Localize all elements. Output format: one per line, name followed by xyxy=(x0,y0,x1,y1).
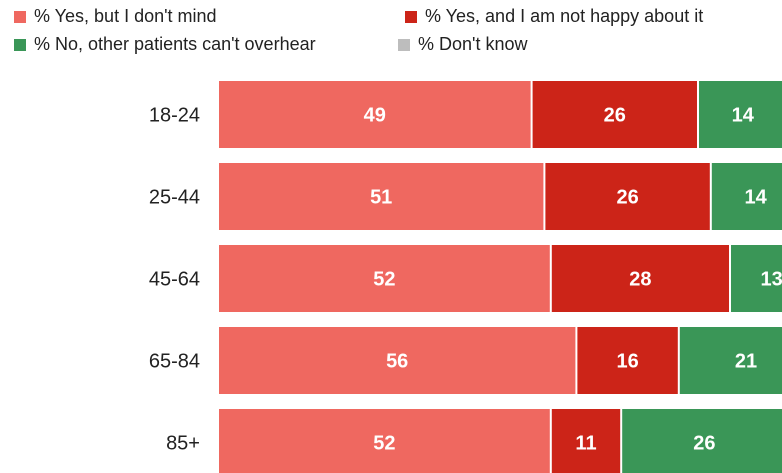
data-label: 14 xyxy=(744,187,767,209)
data-label: 14 xyxy=(732,105,755,127)
legend-item-yes-dont-mind: % Yes, but I don't mind xyxy=(14,6,217,27)
bar-segment xyxy=(219,245,550,312)
legend-label-yes-not-happy: % Yes, and I am not happy about it xyxy=(425,6,704,26)
data-label: 52 xyxy=(373,269,395,291)
data-label: 52 xyxy=(373,433,395,455)
legend-item-dont-know: % Don't know xyxy=(398,34,528,55)
data-label: 28 xyxy=(629,269,651,291)
legend-label-dont-know: % Don't know xyxy=(418,34,528,54)
legend-label-no-overhear: % No, other patients can't overhear xyxy=(34,34,316,54)
data-label: 16 xyxy=(616,351,638,373)
bar-segment xyxy=(622,409,782,473)
y-tick-label: 85+ xyxy=(166,433,200,455)
y-tick-label: 18-24 xyxy=(149,105,200,127)
bar-segment xyxy=(577,327,678,394)
y-tick-label: 45-64 xyxy=(149,269,200,291)
data-label: 26 xyxy=(616,187,638,209)
bar-segment xyxy=(699,81,782,148)
bar-segment xyxy=(711,163,782,230)
data-label: 11 xyxy=(575,433,596,455)
data-label: 26 xyxy=(693,433,715,455)
bar-segment xyxy=(219,81,531,148)
bar-segment xyxy=(551,245,729,312)
bar-segment xyxy=(731,245,782,312)
bar-segment xyxy=(532,81,697,148)
bar-segment xyxy=(219,327,576,394)
chart-legend: % Yes, but I don't mind % Yes, and I am … xyxy=(0,0,782,60)
y-tick-label: 65-84 xyxy=(149,351,200,373)
data-label: 21 xyxy=(735,351,757,373)
legend-swatch-yes-dont-mind xyxy=(14,10,26,23)
bar-segment xyxy=(219,409,550,473)
bar-segment xyxy=(219,163,544,230)
legend-item-no-overhear: % No, other patients can't overhear xyxy=(14,34,316,55)
data-label: 51 xyxy=(370,187,392,209)
bar-segment xyxy=(679,327,782,394)
legend-swatch-no-overhear xyxy=(14,38,26,51)
legend-label-yes-dont-mind: % Yes, but I don't mind xyxy=(34,6,217,26)
data-label: 26 xyxy=(604,105,626,127)
y-tick-label: 25-44 xyxy=(149,187,200,209)
legend-swatch-yes-not-happy xyxy=(405,10,417,23)
legend-swatch-dont-know xyxy=(398,38,410,51)
bar-segment xyxy=(551,409,621,473)
bar-segment xyxy=(545,163,710,230)
data-label: 13 xyxy=(760,269,782,291)
data-label: 49 xyxy=(364,105,386,127)
legend-item-yes-not-happy: % Yes, and I am not happy about it xyxy=(405,6,703,27)
data-label: 56 xyxy=(386,351,408,373)
